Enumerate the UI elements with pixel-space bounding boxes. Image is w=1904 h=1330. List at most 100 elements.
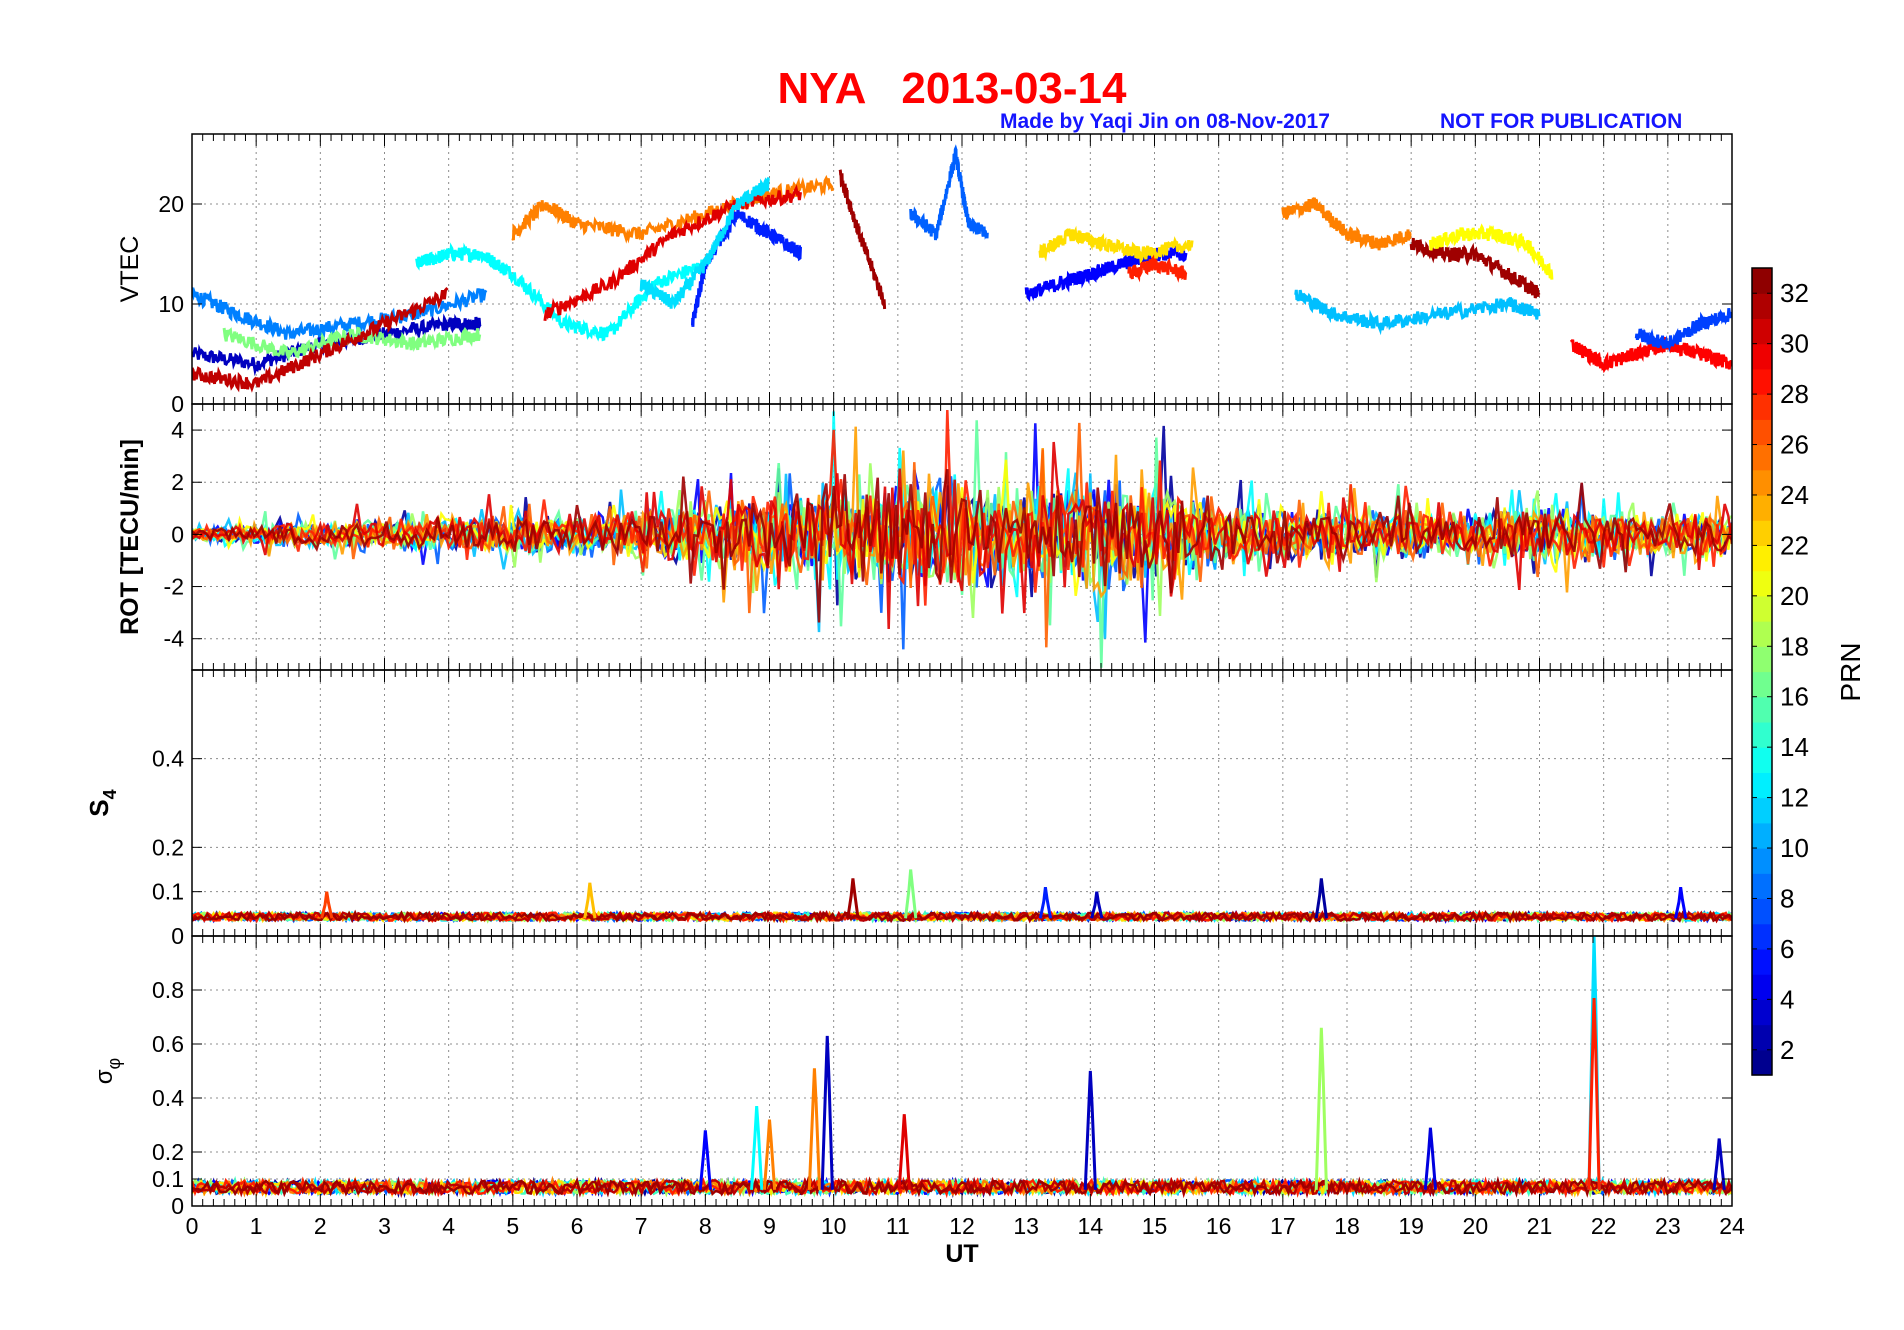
x-tick-label: 6 xyxy=(571,1213,584,1239)
y-axis-label: VTEC xyxy=(116,236,144,303)
colorbar-band xyxy=(1752,898,1772,925)
colorbar-band xyxy=(1752,293,1772,320)
colorbar-band xyxy=(1752,268,1772,294)
peak-trace xyxy=(1423,1127,1438,1190)
panel-1: 0 10 20 VTEC xyxy=(116,133,1733,417)
y-axis-label: σφ xyxy=(91,1058,124,1084)
peak-trace xyxy=(904,869,918,919)
y-tick-label: 0.6 xyxy=(152,1031,184,1057)
x-tick-label: 13 xyxy=(1013,1213,1039,1239)
x-tick-label: 16 xyxy=(1206,1213,1232,1239)
x-tick-label: 3 xyxy=(378,1213,391,1239)
data-traces xyxy=(192,144,1732,393)
x-tick-label: 2 xyxy=(314,1213,327,1239)
vtec-trace xyxy=(1294,289,1541,336)
x-tick-label: 12 xyxy=(949,1213,975,1239)
vtec-trace xyxy=(1428,223,1554,280)
peak-trace xyxy=(762,1119,777,1190)
colorbar-band xyxy=(1752,394,1772,420)
colorbar-label: PRN xyxy=(1835,642,1866,701)
index-trace xyxy=(192,909,1732,924)
colorbar-band xyxy=(1752,974,1772,1000)
y-tick-label: -4 xyxy=(164,626,185,652)
colorbar-tick-label: 20 xyxy=(1780,581,1809,611)
colorbar-band xyxy=(1752,747,1772,773)
colorbar-band xyxy=(1752,1024,1772,1051)
vtec-trace xyxy=(838,169,887,310)
vtec-trace xyxy=(1634,308,1732,353)
colorbar-tick-label: 18 xyxy=(1780,631,1809,661)
colorbar-tick-label: 6 xyxy=(1780,934,1794,964)
peak-trace xyxy=(1712,1138,1726,1190)
x-tick-label: 24 xyxy=(1719,1213,1745,1239)
vtec-trace xyxy=(415,242,706,342)
rot-trace xyxy=(192,441,1732,630)
panel-2: -4 -2 0 2 4 ROT [TECU/min] xyxy=(116,403,1733,671)
colorbar-band xyxy=(1752,646,1772,673)
y-tick-label: 0.4 xyxy=(152,746,184,772)
colorbar-tick-label: 10 xyxy=(1780,833,1809,863)
colorbar-band xyxy=(1752,419,1772,446)
panel-3: 0 0.1 0.2 0.4 S4 xyxy=(84,669,1733,949)
colorbar-tick-label: 22 xyxy=(1780,530,1809,560)
x-tick-label: 19 xyxy=(1398,1213,1424,1239)
vtec-trace xyxy=(1570,336,1732,374)
colorbar-tick-label: 30 xyxy=(1780,329,1809,359)
y-tick-label: 2 xyxy=(171,469,184,495)
colorbar-band xyxy=(1752,797,1772,824)
rot-trace xyxy=(192,469,1732,623)
colorbar-tick-label: 12 xyxy=(1780,783,1809,813)
colorbar-tick-label: 32 xyxy=(1780,278,1809,308)
made-by-note: Made by Yaqi Jin on 08-Nov-2017 xyxy=(1000,110,1330,133)
peak-trace xyxy=(820,1035,834,1190)
colorbar-band xyxy=(1752,1049,1772,1076)
y-tick-label: 0.1 xyxy=(152,879,184,905)
colorbar-band xyxy=(1752,520,1772,547)
colorbar-band xyxy=(1752,923,1772,950)
colorbar-band xyxy=(1752,671,1772,698)
peak-trace xyxy=(1674,887,1688,919)
colorbar-tick-label: 8 xyxy=(1780,883,1794,913)
y-tick-label: 0.4 xyxy=(152,1085,184,1111)
peak-trace xyxy=(897,1114,911,1190)
data-traces xyxy=(192,936,1732,1199)
x-tick-label: 10 xyxy=(821,1213,847,1239)
colorbar-band xyxy=(1752,621,1772,647)
colorbar-band xyxy=(1752,318,1772,345)
colorbar-band xyxy=(1752,772,1772,799)
y-tick-label: 0 xyxy=(171,1193,184,1219)
x-tick-label: 14 xyxy=(1078,1213,1104,1239)
y-tick-label: 0 xyxy=(171,391,184,417)
vtec-trace xyxy=(1024,244,1188,303)
y-tick-label: 10 xyxy=(158,291,184,317)
peak-trace xyxy=(807,1068,822,1190)
y-tick-label: 4 xyxy=(171,417,184,443)
colorbar-band xyxy=(1752,873,1772,900)
y-tick-label: 0.2 xyxy=(152,1139,184,1165)
x-tick-label: 17 xyxy=(1270,1213,1296,1239)
y-tick-label: 0.8 xyxy=(152,977,184,1003)
x-tick-label: 15 xyxy=(1142,1213,1168,1239)
data-traces xyxy=(192,869,1732,924)
y-axis-label: S4 xyxy=(84,789,120,816)
peak-trace xyxy=(750,1105,764,1190)
x-tick-label: 23 xyxy=(1655,1213,1681,1239)
colorbar-band xyxy=(1752,444,1772,471)
peak-trace xyxy=(320,891,334,919)
x-tick-label: 11 xyxy=(886,1213,910,1239)
vtec-trace xyxy=(1038,225,1194,266)
vtec-trace xyxy=(192,286,449,393)
x-tick-label: 4 xyxy=(442,1213,455,1239)
x-tick-label: 0 xyxy=(186,1213,199,1239)
y-tick-label: -2 xyxy=(164,574,184,600)
station-name: NYA xyxy=(777,64,865,113)
peak-trace xyxy=(846,878,860,919)
y-axis-label: ROT [TECU/min] xyxy=(116,439,144,635)
colorbar-tick-label: 26 xyxy=(1780,430,1809,460)
colorbar-frame xyxy=(1751,267,1773,1076)
vtec-trace xyxy=(192,287,488,341)
y-tick-label: 0.1 xyxy=(152,1166,184,1192)
